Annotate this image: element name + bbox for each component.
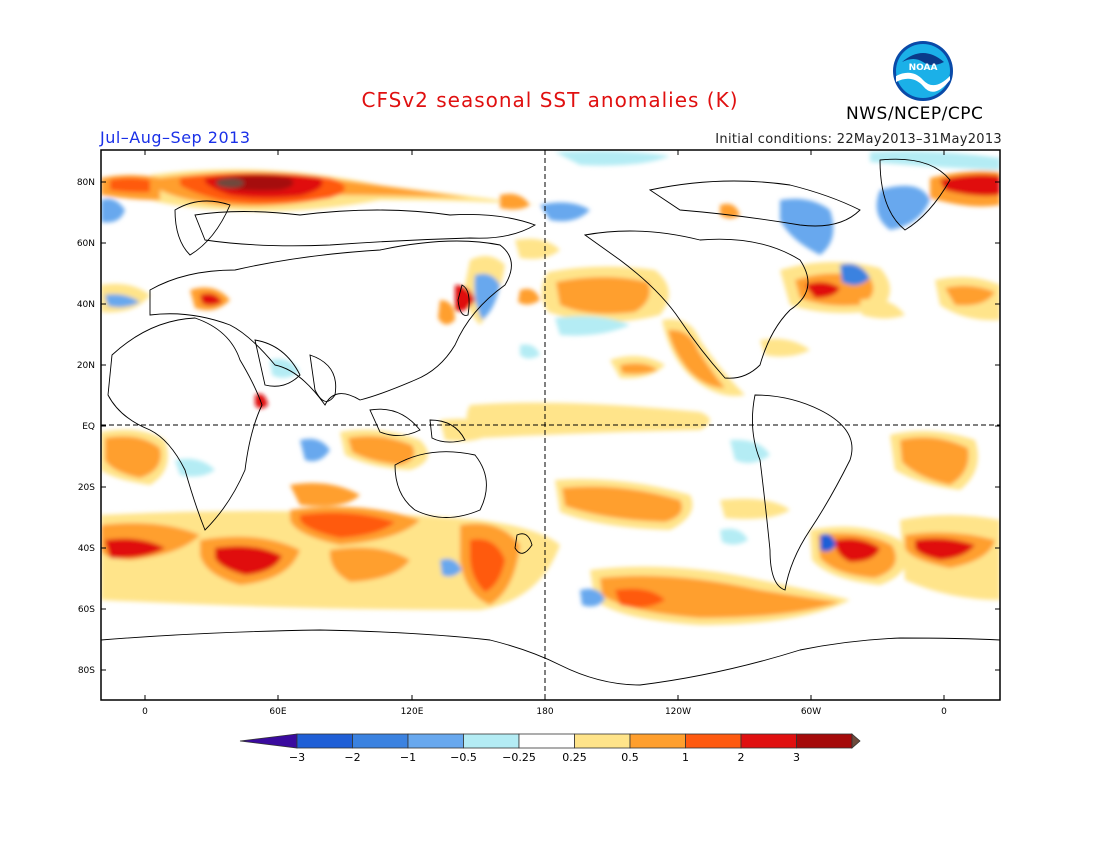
noaa-logo: NOAA	[893, 41, 953, 101]
colorbar-box	[296, 733, 353, 749]
map-frame	[100, 149, 1001, 701]
colorbar-label: 2	[738, 751, 745, 764]
colorbar-min-arrow	[239, 733, 298, 749]
colorbar-box	[796, 733, 853, 749]
anomaly-fields	[101, 150, 1000, 625]
colorbar-label: 1	[682, 751, 689, 764]
colorbar-label: −0.5	[450, 751, 477, 764]
lon-tick-label: 120W	[665, 707, 691, 717]
colorbar-box	[518, 733, 575, 749]
colorbar-box	[685, 733, 742, 749]
initial-conditions: Initial conditions: 22May2013–31May2013	[715, 132, 1002, 147]
lat-tick-label: 60S	[78, 605, 95, 615]
lon-tick-label: 0	[142, 707, 148, 717]
lat-tick-label: 20N	[77, 361, 95, 371]
forecast-period: Jul–Aug–Sep 2013	[100, 128, 251, 147]
lon-tick-label: 60E	[269, 707, 286, 717]
longitude-axis: 0 60E 120E 180 120W 60W 0	[142, 150, 947, 717]
colorbar-box	[407, 733, 464, 749]
lon-tick-label: 180	[536, 707, 553, 717]
latitude-axis: 80N 60N 40N 20N EQ 20S 40S 60S 80S	[77, 178, 1000, 676]
lat-tick-label: 40S	[78, 544, 95, 554]
lat-tick-label: 20S	[78, 483, 95, 493]
lon-tick-label: 60W	[801, 707, 821, 717]
lat-tick-label: 80S	[78, 666, 95, 676]
lat-tick-label: EQ	[82, 422, 95, 432]
lat-tick-label: 60N	[77, 239, 95, 249]
colorbar-max-arrow	[851, 733, 861, 749]
colorbar-label: −2	[344, 751, 360, 764]
colorbar-label: 0.25	[562, 751, 587, 764]
colorbar-box	[463, 733, 520, 749]
lat-tick-label: 80N	[77, 178, 95, 188]
organization-label: NWS/NCEP/CPC	[846, 104, 984, 124]
coastlines	[101, 158, 1000, 686]
lon-tick-label: 0	[941, 707, 947, 717]
colorbar-label: −0.25	[502, 751, 536, 764]
colorbar-box	[574, 733, 631, 749]
lat-tick-label: 40N	[77, 300, 95, 310]
lon-tick-label: 120E	[401, 707, 424, 717]
logo-text: NOAA	[909, 63, 938, 73]
colorbar-label: −1	[400, 751, 416, 764]
chart-title: CFSv2 seasonal SST anomalies (K)	[361, 88, 739, 112]
colorbar-box	[352, 733, 409, 749]
colorbar-box	[629, 733, 686, 749]
colorbar-label: −3	[289, 751, 305, 764]
colorbar-label: 0.5	[621, 751, 639, 764]
colorbar-label: 3	[793, 751, 800, 764]
colorbar-box	[740, 733, 797, 749]
